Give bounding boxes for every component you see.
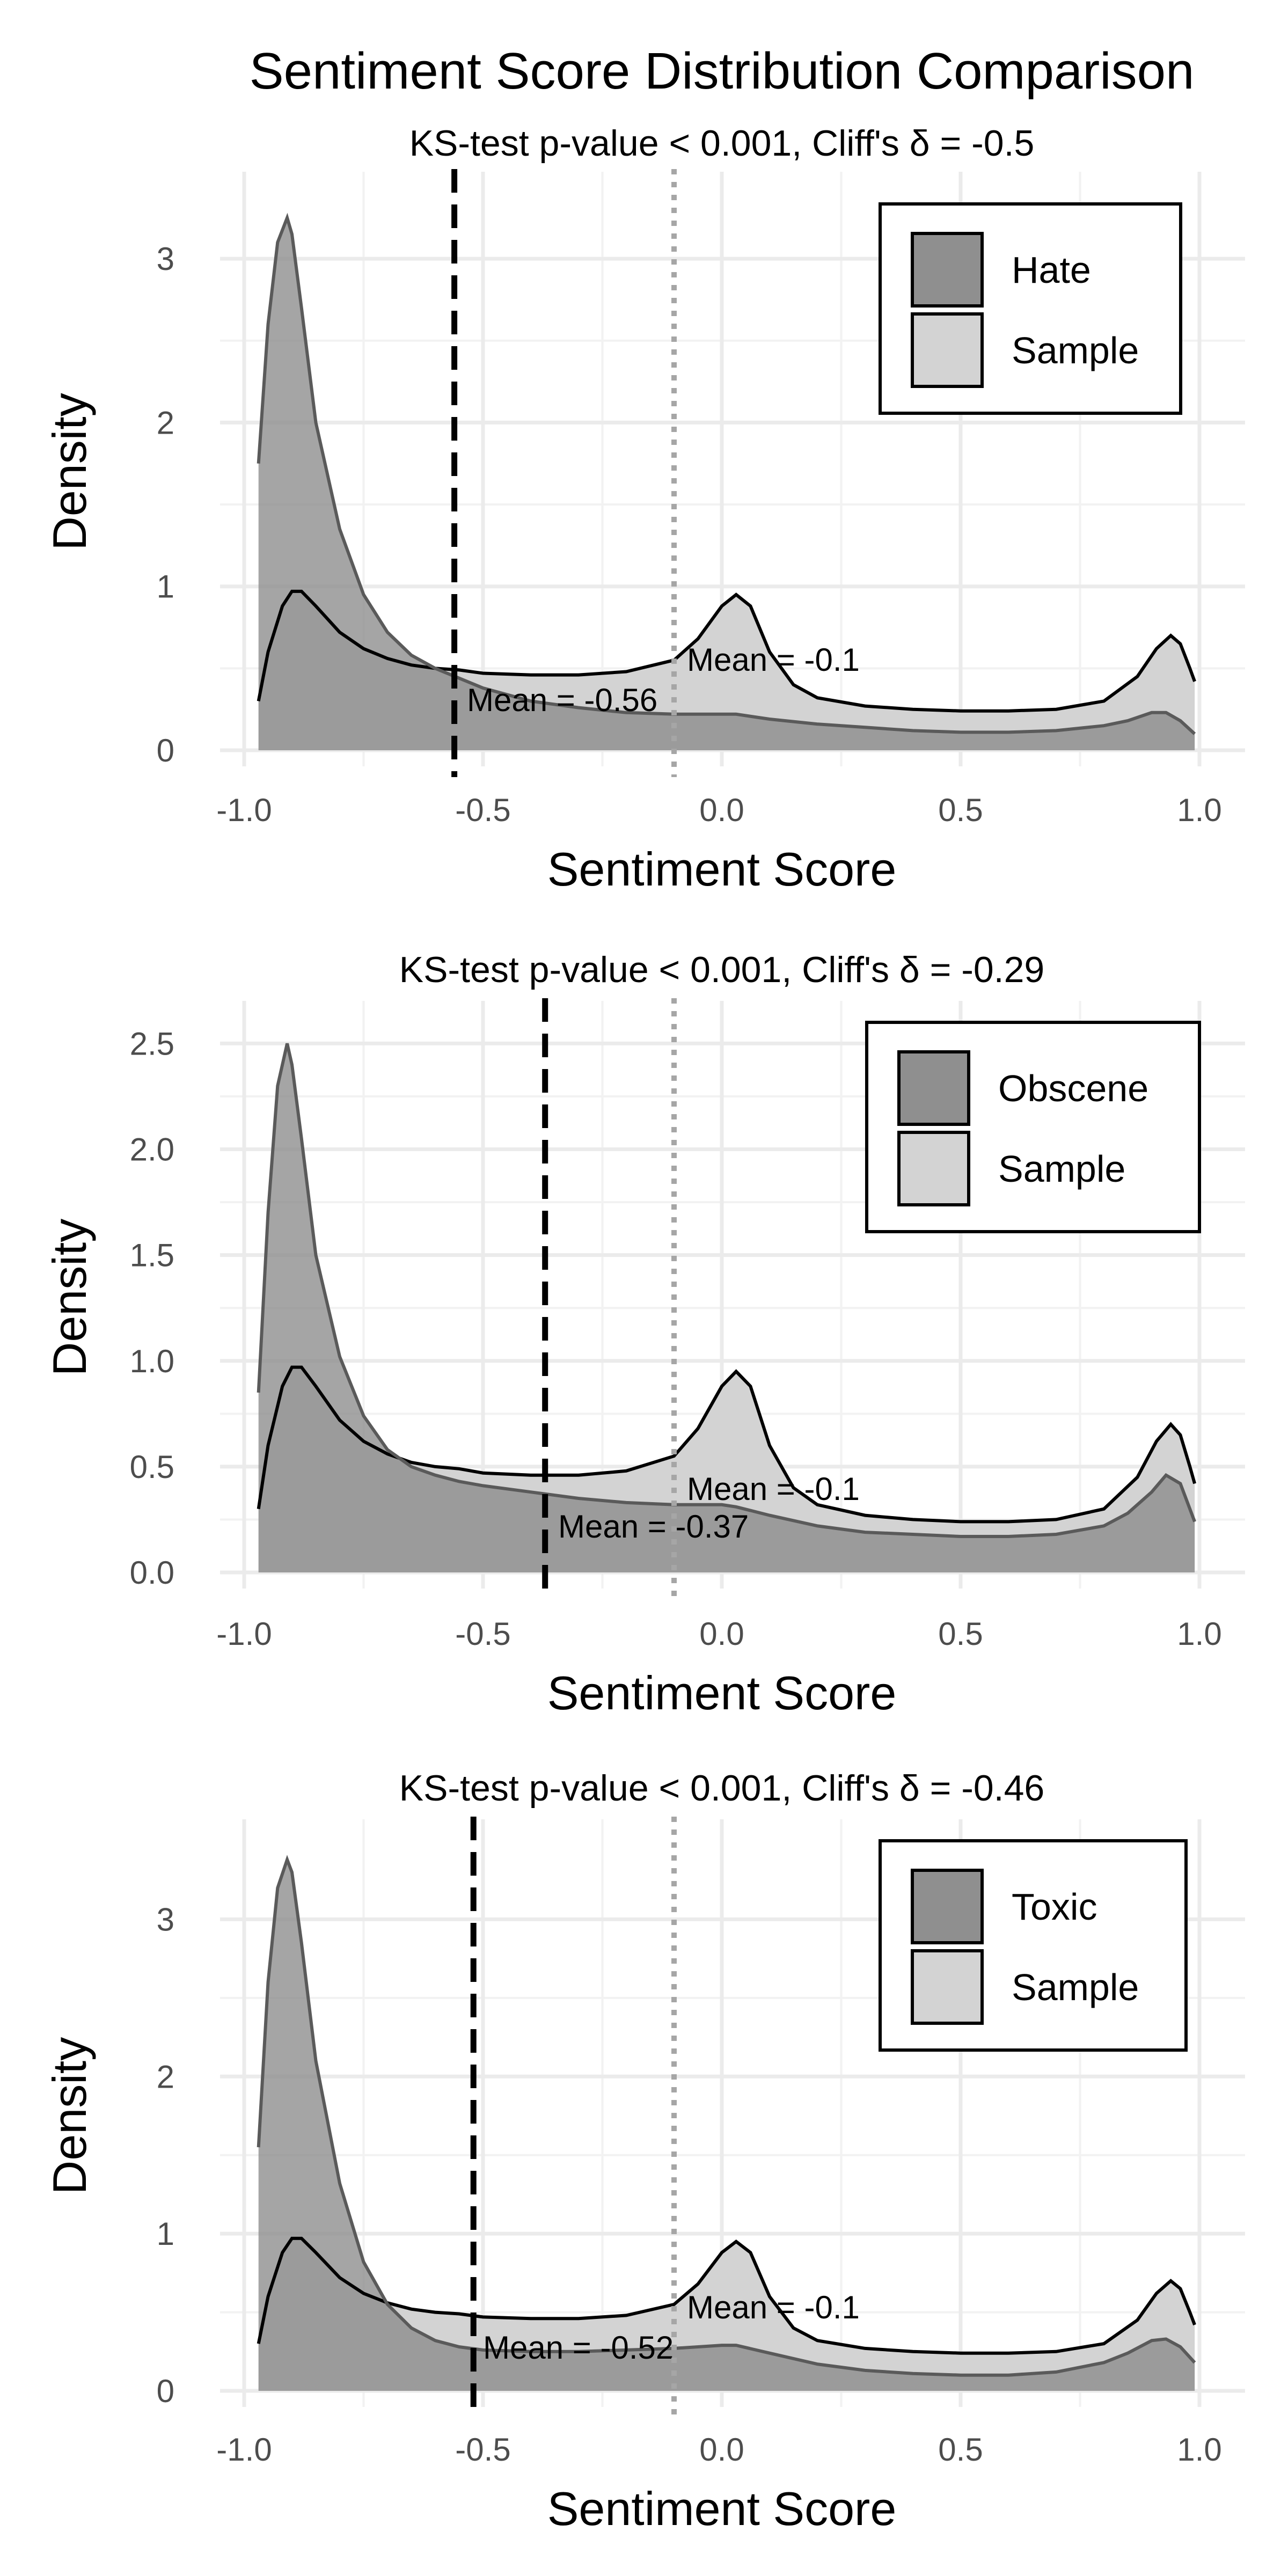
density-area-group bbox=[258, 1860, 1195, 2391]
legend-label: Sample bbox=[1012, 330, 1139, 371]
panel-subtitle: KS-test p-value < 0.001, Cliff's δ = -0.… bbox=[399, 949, 1044, 990]
legend-key bbox=[911, 232, 984, 308]
x-tick-label: 0.0 bbox=[699, 792, 744, 828]
panel-2: KS-test p-value < 0.001, Cliff's δ = -0.… bbox=[43, 949, 1245, 1719]
panel-3: KS-test p-value < 0.001, Cliff's δ = -0.… bbox=[43, 1768, 1245, 2535]
x-tick-label: -0.5 bbox=[455, 792, 510, 828]
x-tick-label: 1.0 bbox=[1177, 792, 1221, 828]
panel-1: KS-test p-value < 0.001, Cliff's δ = -0.… bbox=[43, 123, 1245, 896]
x-tick-label: -0.5 bbox=[455, 2432, 510, 2468]
mean-annotation: Mean = -0.1 bbox=[687, 642, 860, 678]
legend-key bbox=[911, 312, 984, 388]
y-tick-label: 1.5 bbox=[130, 1238, 174, 1274]
x-axis-title: Sentiment Score bbox=[547, 2482, 897, 2535]
y-tick-label: 1.0 bbox=[130, 1343, 174, 1379]
density-area-group bbox=[258, 1043, 1195, 1572]
x-tick-label: 0.5 bbox=[938, 792, 983, 828]
y-tick-label: 0 bbox=[157, 733, 174, 769]
legend-key bbox=[911, 1949, 984, 2025]
density-area-group bbox=[258, 217, 1195, 750]
mean-annotation: Mean = -0.37 bbox=[558, 1509, 749, 1545]
legend-key bbox=[911, 1869, 984, 1944]
density-line-sample bbox=[257, 2236, 1196, 2355]
panels-group: KS-test p-value < 0.001, Cliff's δ = -0.… bbox=[43, 123, 1245, 2535]
legend-label: Obscene bbox=[998, 1067, 1148, 1109]
x-tick-label: -1.0 bbox=[216, 1616, 272, 1652]
legend-label: Sample bbox=[998, 1148, 1125, 1190]
density-line-group bbox=[257, 1043, 1196, 1538]
mean-annotation: Mean = -0.52 bbox=[483, 2330, 674, 2366]
y-tick-label: 0.0 bbox=[130, 1555, 174, 1591]
y-axis-title: Density bbox=[43, 2037, 96, 2194]
density-line-sample bbox=[257, 1365, 1196, 1524]
mean-annotation: Mean = -0.1 bbox=[687, 2289, 860, 2325]
y-tick-label: 2 bbox=[157, 405, 174, 441]
panel-subtitle: KS-test p-value < 0.001, Cliff's δ = -0.… bbox=[409, 123, 1035, 164]
mean-annotation: Mean = -0.56 bbox=[467, 682, 657, 718]
legend: Obscene Sample bbox=[865, 1021, 1201, 1233]
y-tick-label: 0 bbox=[157, 2373, 174, 2409]
legend-label: Hate bbox=[1012, 249, 1091, 291]
x-axis-title: Sentiment Score bbox=[547, 843, 897, 896]
x-tick-label: -1.0 bbox=[216, 792, 272, 828]
x-tick-label: 0.0 bbox=[699, 2432, 744, 2468]
y-axis-title: Density bbox=[43, 393, 96, 550]
density-line-sample bbox=[257, 589, 1196, 713]
figure-title: Sentiment Score Distribution Comparison bbox=[250, 42, 1195, 100]
mean-annotation: Mean = -0.1 bbox=[687, 1471, 860, 1507]
y-tick-label: 3 bbox=[157, 241, 174, 277]
panel-subtitle: KS-test p-value < 0.001, Cliff's δ = -0.… bbox=[399, 1768, 1044, 1809]
y-tick-label: 2 bbox=[157, 2059, 174, 2095]
x-tick-label: 1.0 bbox=[1177, 1616, 1221, 1652]
density-line-group bbox=[257, 213, 1196, 735]
y-tick-label: 1 bbox=[157, 569, 174, 605]
y-tick-label: 1 bbox=[157, 2216, 174, 2252]
y-axis-title: Density bbox=[43, 1219, 96, 1376]
x-tick-label: 0.5 bbox=[938, 2432, 983, 2468]
x-tick-label: -1.0 bbox=[216, 2432, 272, 2468]
y-tick-label: 3 bbox=[157, 1901, 174, 1937]
x-tick-label: -0.5 bbox=[455, 1616, 510, 1652]
x-tick-label: 1.0 bbox=[1177, 2432, 1221, 2468]
density-line-group bbox=[257, 1855, 1196, 2377]
x-tick-label: 0.5 bbox=[938, 1616, 983, 1652]
y-tick-label: 2.0 bbox=[130, 1132, 174, 1168]
y-tick-label: 0.5 bbox=[130, 1449, 174, 1485]
legend: Toxic Sample bbox=[879, 1839, 1188, 2052]
y-tick-label: 2.5 bbox=[130, 1026, 174, 1062]
x-axis-title: Sentiment Score bbox=[547, 1666, 897, 1719]
x-tick-label: 0.0 bbox=[699, 1616, 744, 1652]
legend-label: Sample bbox=[1012, 1966, 1139, 2008]
legend: Hate Sample bbox=[879, 202, 1182, 415]
legend-key bbox=[897, 1050, 970, 1126]
legend-key bbox=[897, 1131, 970, 1206]
legend-label: Toxic bbox=[1012, 1886, 1097, 1928]
